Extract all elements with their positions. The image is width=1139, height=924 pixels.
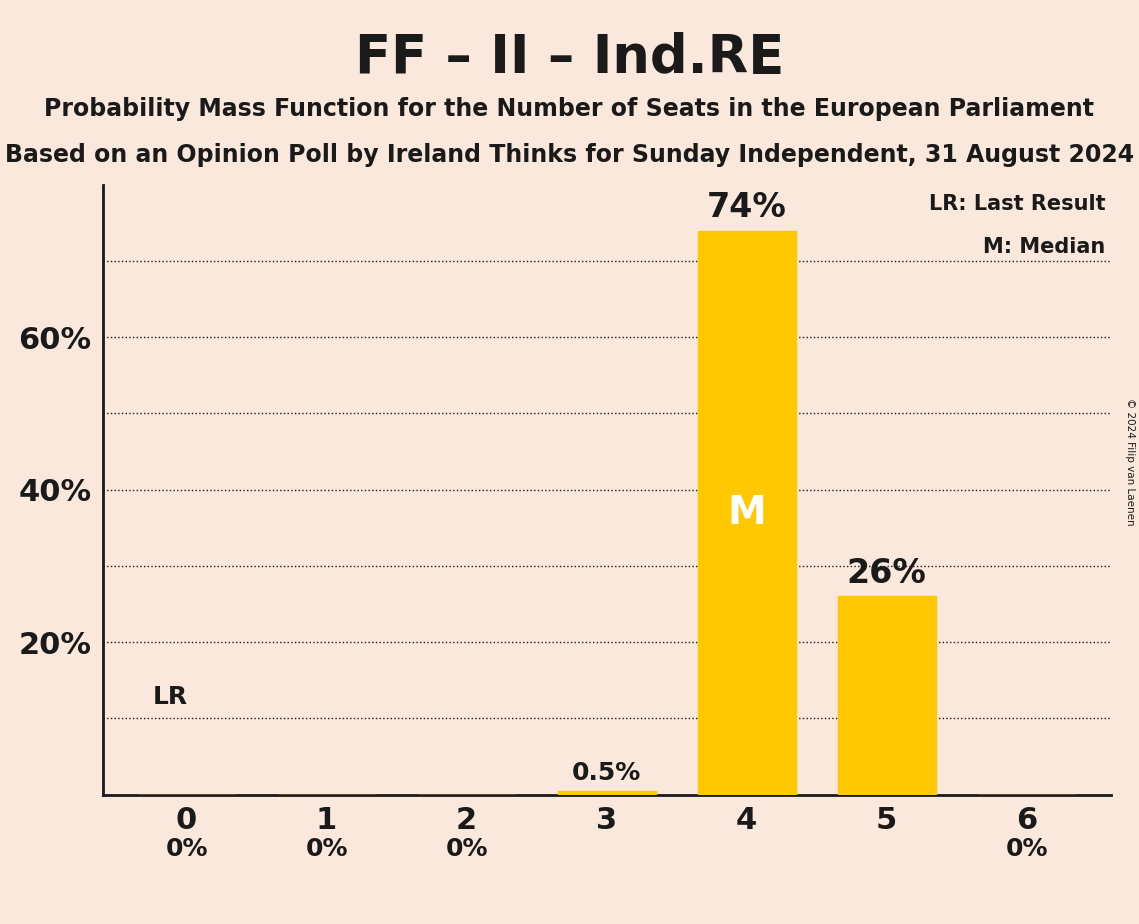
Text: © 2024 Filip van Laenen: © 2024 Filip van Laenen — [1125, 398, 1134, 526]
Text: 74%: 74% — [706, 191, 786, 225]
Bar — [557, 791, 656, 795]
Text: M: M — [727, 493, 765, 531]
Text: LR: Last Result: LR: Last Result — [929, 194, 1106, 214]
Text: 0%: 0% — [305, 837, 347, 861]
Text: 0%: 0% — [445, 837, 487, 861]
Bar — [837, 597, 935, 795]
Text: Based on an Opinion Poll by Ireland Thinks for Sunday Independent, 31 August 202: Based on an Opinion Poll by Ireland Thin… — [5, 143, 1134, 167]
Text: 0%: 0% — [165, 837, 207, 861]
Text: 0.5%: 0.5% — [572, 760, 641, 784]
Text: FF – II – Ind.RE: FF – II – Ind.RE — [355, 32, 784, 84]
Text: 0%: 0% — [1006, 837, 1048, 861]
Text: Probability Mass Function for the Number of Seats in the European Parliament: Probability Mass Function for the Number… — [44, 97, 1095, 121]
Bar — [697, 230, 795, 795]
Text: 26%: 26% — [846, 557, 926, 590]
Text: M: Median: M: Median — [983, 237, 1106, 257]
Text: LR: LR — [153, 686, 188, 710]
